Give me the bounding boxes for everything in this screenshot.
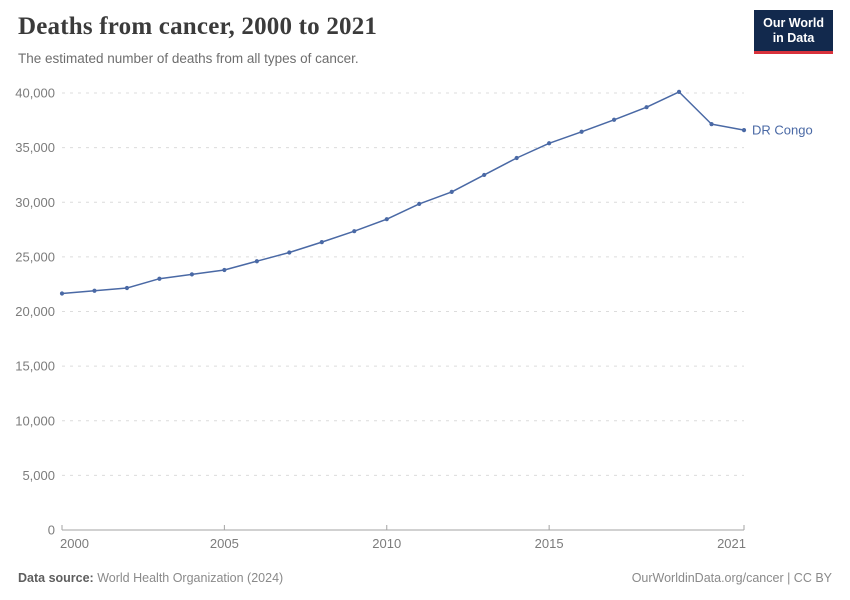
data-point[interactable] [547, 141, 552, 146]
owid-logo-line1: Our World [763, 16, 824, 30]
data-point[interactable] [449, 189, 454, 194]
data-source: Data source: World Health Organization (… [18, 571, 283, 585]
data-point[interactable] [741, 128, 747, 133]
y-tick-label: 35,000 [15, 140, 55, 155]
y-tick-label: 40,000 [15, 86, 55, 101]
y-tick-label: 15,000 [15, 359, 55, 374]
y-tick-label: 20,000 [15, 304, 55, 319]
data-point[interactable] [287, 250, 292, 255]
data-point[interactable] [676, 89, 682, 95]
x-tick-label: 2010 [372, 536, 401, 551]
y-tick-label: 5,000 [22, 468, 55, 483]
x-tick-label: 2015 [535, 536, 564, 551]
data-point[interactable] [254, 259, 259, 264]
data-point[interactable] [189, 272, 195, 277]
page-subtitle: The estimated number of deaths from all … [18, 51, 359, 66]
credit-link-text[interactable]: OurWorldinData.org/cancer | CC BY [631, 571, 832, 585]
series-end-label[interactable]: DR Congo [752, 123, 813, 138]
data-point[interactable] [579, 129, 584, 134]
data-source-label: Data source: [18, 571, 94, 585]
x-tick-label: 2021 [717, 536, 746, 551]
data-point[interactable] [157, 276, 162, 281]
data-point[interactable] [59, 291, 65, 296]
data-point[interactable] [611, 117, 617, 122]
data-source-text: World Health Organization (2024) [97, 571, 284, 585]
y-tick-label: 30,000 [15, 195, 55, 210]
data-point[interactable] [417, 201, 422, 206]
x-tick-label: 2005 [210, 536, 239, 551]
data-point[interactable] [319, 240, 324, 245]
line-series[interactable] [61, 91, 745, 295]
data-point[interactable] [384, 217, 389, 222]
y-tick-label: 25,000 [15, 249, 55, 264]
data-point[interactable] [514, 155, 519, 161]
page-title: Deaths from cancer, 2000 to 2021 [18, 13, 378, 40]
y-tick-label: 0 [48, 523, 55, 538]
data-point[interactable] [644, 105, 649, 110]
data-point[interactable] [352, 229, 357, 234]
y-tick-label: 10,000 [15, 413, 55, 428]
x-tick-label: 2000 [60, 536, 89, 551]
data-point[interactable] [222, 267, 227, 273]
owid-logo-line2: in Data [772, 31, 815, 45]
data-point[interactable] [482, 172, 487, 178]
data-point[interactable] [92, 288, 97, 293]
data-point[interactable] [124, 285, 130, 291]
owid-logo[interactable]: Our World in Data [754, 10, 833, 54]
data-point[interactable] [709, 122, 714, 127]
credit-link[interactable]: OurWorldinData.org/cancer | CC BY [632, 571, 832, 585]
